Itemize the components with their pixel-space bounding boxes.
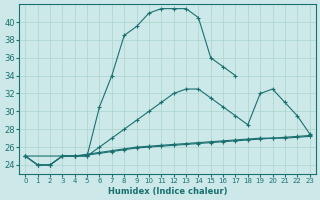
X-axis label: Humidex (Indice chaleur): Humidex (Indice chaleur)	[108, 187, 227, 196]
